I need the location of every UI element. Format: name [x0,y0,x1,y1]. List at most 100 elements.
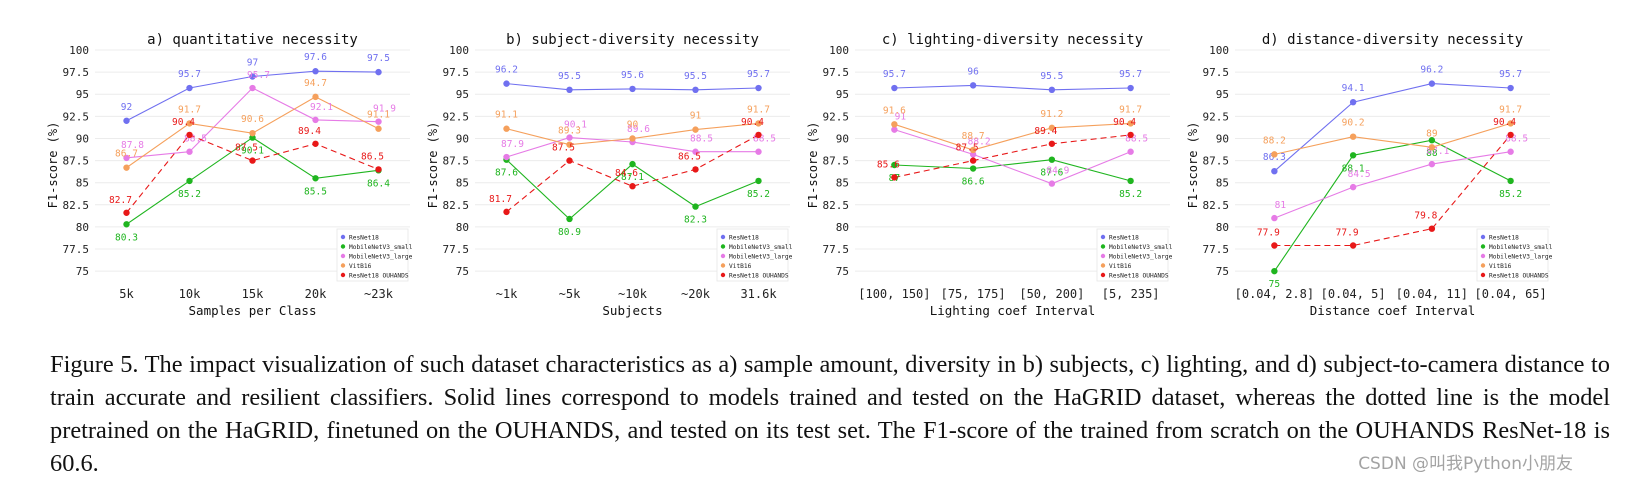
data-label: 86.3 [1263,152,1286,163]
legend-marker [720,234,726,240]
data-point [503,80,510,87]
legend-label: ResNet18 [1489,235,1519,242]
y-tick-label: 77.5 [823,243,850,256]
data-label: 88.5 [184,134,207,145]
data-point [312,93,319,101]
data-point [249,84,256,92]
x-tick-label: [0.04, 2.8] [1235,287,1314,301]
data-label: 91.6 [883,105,906,116]
y-tick-label: 82.5 [1203,199,1230,212]
x-tick-label: [0.04, 65] [1475,287,1547,301]
y-tick-label: 95 [836,88,849,101]
series-line-mobilenetv3-small [1273,139,1511,272]
data-point [312,140,319,147]
data-label: 87.8 [121,140,144,151]
series-line-resnet18-ouhands [506,134,759,213]
csdn-watermark: CSDN @叫我Python小朋友 [1358,454,1573,474]
data-label: 88.5 [690,134,713,145]
y-axis-label: F1-score (%) [46,122,60,209]
legend-marker [340,263,346,268]
y-tick-label: 92.5 [443,110,470,123]
y-tick-label: 97.5 [443,66,470,79]
legend-label: ResNet18 OUHANDS [729,273,789,280]
data-label: 95.7 [178,69,201,80]
legend-label: VitB16 [1109,263,1132,270]
data-point [755,84,762,92]
data-point [969,82,977,89]
figure-caption-label: Figure 5. [50,351,139,378]
legend-marker [720,253,726,259]
data-label: 94.7 [304,78,327,89]
data-label: 97.6 [304,52,327,63]
y-tick-label: 82.5 [443,199,470,212]
data-point [1048,86,1056,94]
legend-label: ResNet18 OUHANDS [1489,273,1549,280]
data-label: 87.1 [1426,146,1449,157]
x-tick-label: ~1k [496,287,518,301]
x-tick-label: 5k [119,287,134,301]
data-label: 82.7 [109,195,132,206]
data-point [692,126,699,133]
data-point [1349,242,1357,249]
legend-label: ResNet18 OUHANDS [349,273,409,280]
data-point [755,148,762,155]
legend-label: MobileNetV3_large [1109,254,1173,261]
data-label: 85.2 [1499,189,1522,200]
y-tick-label: 75 [76,265,89,278]
data-label: 95.5 [684,71,707,82]
legend-label: VitB16 [349,263,372,270]
data-label: 91 [895,112,907,123]
data-label: 95.7 [247,70,270,81]
legend-label: ResNet18 [729,235,759,242]
data-point [186,177,193,185]
data-point [1428,225,1436,232]
figure-5-charts: 75 77.5 80 82.5 85 87.5 90 92.5 95 97.5 100 5k 10k 15… [46,32,1553,318]
y-tick-label: 90 [836,132,849,145]
legend-marker [1480,244,1486,249]
chart-title: c) lighting-diversity necessity [882,32,1143,48]
legend-marker [1100,272,1106,278]
data-label: 95.6 [621,70,644,81]
series-line-mobilenetv3-large [1274,151,1511,219]
y-tick-label: 77.5 [1203,243,1230,256]
data-label: 95.5 [558,71,581,82]
y-tick-label: 80 [1216,221,1229,234]
y-tick-label: 100 [829,44,849,57]
y-tick-label: 87.5 [823,155,850,168]
data-label: 87.1 [621,172,644,183]
data-point [186,120,193,127]
data-point [503,153,510,161]
data-label: 87.5 [956,143,979,154]
data-label: 91.7 [1499,104,1522,115]
data-label: 85.6 [877,159,900,170]
data-label: 96.2 [495,65,518,76]
data-label: 80.9 [558,227,581,238]
data-point [503,125,510,132]
legend-label: MobileNetV3_large [729,254,793,261]
y-tick-label: 77.5 [443,243,470,256]
legend-marker [340,272,346,278]
y-tick-label: 97.5 [1203,66,1230,79]
data-label: 90.4 [1493,117,1516,128]
y-axis-label: F1-score (%) [1186,122,1200,209]
data-label: 87.6 [1040,168,1063,179]
data-point [1271,151,1278,158]
data-label: 88.5 [1125,134,1148,145]
legend-label: MobileNetV3_small [1489,244,1553,251]
y-tick-label: 80 [836,221,849,234]
chart-panel-4: 75 77.5 80 82.5 85 87.5 90 92.5 95 97.5 100 [0.04, … [1186,32,1553,318]
data-label: 86.5 [678,151,701,162]
data-label: 86.7 [115,149,138,160]
data-label: 87.5 [552,143,575,154]
data-label: 84.9 [1046,166,1069,177]
data-point [375,166,382,173]
data-point [755,131,762,139]
data-point [1127,148,1134,155]
y-tick-label: 75 [1216,265,1229,278]
x-axis-label: Distance coef Interval [1310,303,1476,318]
chart-panel-1: 75 77.5 80 82.5 85 87.5 90 92.5 95 97.5 100 5k 10k 15… [46,32,413,318]
data-point [123,117,130,124]
data-label: 90.6 [241,114,264,125]
y-tick-label: 90 [1216,132,1229,145]
data-label: 94.1 [1342,83,1365,94]
